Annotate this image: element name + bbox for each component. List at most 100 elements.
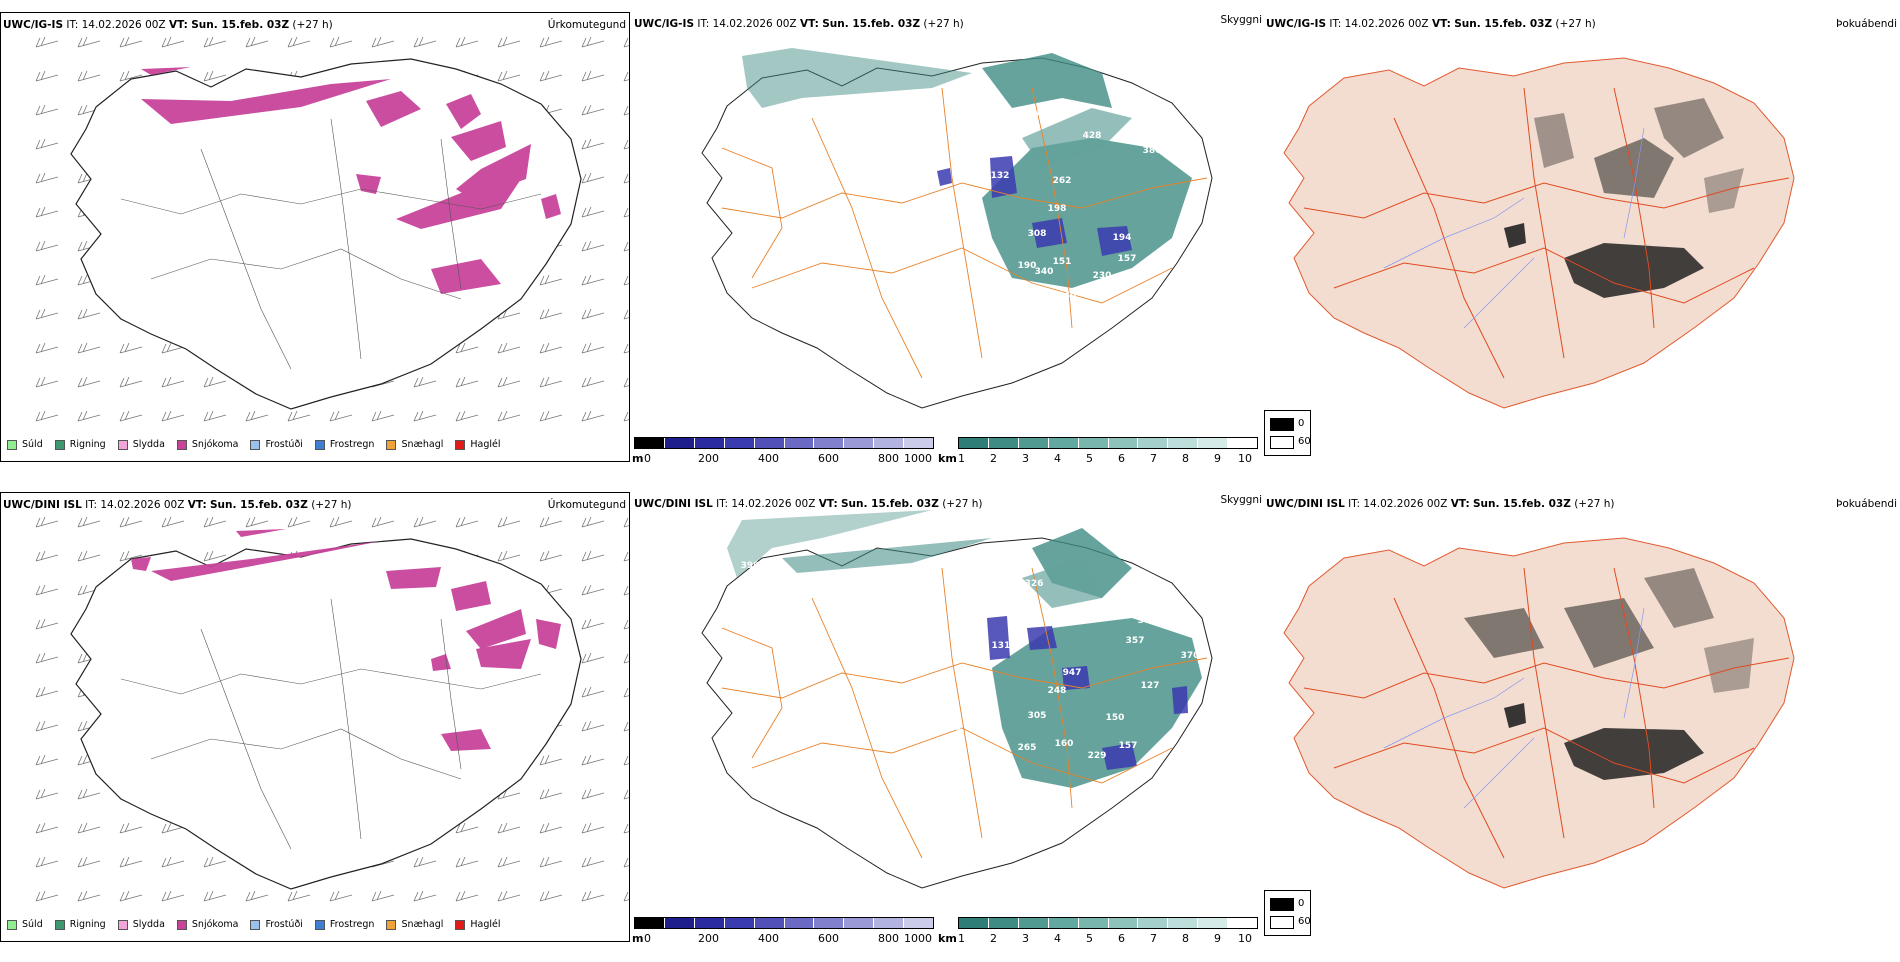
wind-barb xyxy=(203,376,227,388)
wind-barb xyxy=(245,516,269,528)
wind-barb xyxy=(287,410,311,422)
colorbar-cell xyxy=(844,918,875,928)
colorbar-cell xyxy=(694,438,725,448)
colorbar-cell xyxy=(754,438,785,448)
wind-barb xyxy=(35,516,59,528)
colorbar-cell xyxy=(664,438,695,448)
wind-barb xyxy=(623,891,629,902)
wind-barb xyxy=(161,890,185,902)
vis-label: 340 xyxy=(1035,267,1054,277)
wind-barb xyxy=(77,550,101,562)
visibility-map: 132 277 428 386 262 198 308 194 157 190 … xyxy=(701,48,1213,409)
wind-barb xyxy=(119,376,143,388)
wind-barb xyxy=(371,410,395,422)
wind-barb xyxy=(77,788,101,800)
panel-header: UWC/IG-IS IT: 14.02.2026 00Z VT: Sun. 15… xyxy=(634,18,964,30)
wind-barb xyxy=(623,411,629,422)
colorbar-cell xyxy=(754,918,785,928)
vis-label: 230 xyxy=(1093,271,1112,281)
wind-barb xyxy=(413,36,437,48)
wind-barb xyxy=(35,720,59,732)
colorbar-cell xyxy=(724,438,755,448)
colorbar-cell xyxy=(904,918,934,928)
wind-barb xyxy=(77,308,101,320)
wind-barb xyxy=(497,36,521,48)
wind-barb xyxy=(539,516,563,528)
legend-item: Súld xyxy=(7,439,43,450)
vis-label: 208 xyxy=(943,235,962,245)
wind-barb xyxy=(35,856,59,868)
panel-header: UWC/IG-IS IT: 14.02.2026 00Z VT: Sun. 15… xyxy=(1266,18,1596,30)
wind-barb xyxy=(35,788,59,800)
wind-barb xyxy=(497,70,521,82)
vis-label: 277 xyxy=(1028,111,1047,121)
wind-barb xyxy=(623,241,629,252)
wind-barb xyxy=(161,342,185,354)
colorbar-km xyxy=(958,437,1258,449)
wind-barb xyxy=(581,410,605,422)
fog-legend-swatch xyxy=(1270,898,1294,911)
colorbar-cell xyxy=(959,438,989,448)
colorbar-cell xyxy=(1198,918,1229,928)
legend-swatch xyxy=(117,439,128,450)
forecast-row-1: UWC/IG-IS IT: 14.02.2026 00Z VT: Sun. 15… xyxy=(0,12,1900,482)
vis-label: 428 xyxy=(1083,131,1102,141)
iceland-outline xyxy=(70,538,582,890)
wind-barb xyxy=(203,36,227,48)
wind-barb xyxy=(161,516,185,528)
wind-barb xyxy=(77,516,101,528)
wind-barb xyxy=(35,206,59,218)
colorbar-cell xyxy=(784,438,815,448)
vis-label: 150 xyxy=(1106,713,1125,723)
colorbar-km xyxy=(958,917,1258,929)
wind-barb xyxy=(539,754,563,766)
wind-barb xyxy=(455,822,479,834)
legend-item: Rigning xyxy=(54,919,106,930)
colorbar-meters xyxy=(634,917,934,929)
wind-barb xyxy=(203,516,227,528)
vis-label: 373 xyxy=(1083,601,1102,611)
wind-barb xyxy=(539,274,563,286)
rivers xyxy=(1383,127,1645,329)
wind-barb xyxy=(581,342,605,354)
colorbar-cell xyxy=(904,438,934,448)
legend-item: Frostúði xyxy=(250,439,303,450)
colorbar-cell xyxy=(1138,438,1169,448)
wind-barb xyxy=(581,172,605,184)
vis-label: 940 xyxy=(1058,291,1077,301)
wind-barb xyxy=(329,516,353,528)
wind-barb xyxy=(581,104,605,116)
wind-barb xyxy=(623,275,629,286)
colorbar-cell xyxy=(1018,438,1049,448)
vis-label: 157 xyxy=(1118,254,1137,264)
vis-label: 1313 xyxy=(991,641,1016,651)
low-visibility-m xyxy=(987,616,1188,770)
wind-barb xyxy=(119,516,143,528)
wind-barb xyxy=(623,755,629,766)
wind-barb xyxy=(329,890,353,902)
wind-barb xyxy=(581,516,605,528)
wind-barb xyxy=(581,36,605,48)
wind-barb xyxy=(287,516,311,528)
low-visibility-km xyxy=(727,510,1202,788)
wind-barb xyxy=(623,721,629,732)
wind-barb xyxy=(581,138,605,150)
wind-barb xyxy=(413,890,437,902)
wind-barb xyxy=(203,70,227,82)
colorbar-cell xyxy=(988,438,1019,448)
wind-barb xyxy=(245,890,269,902)
wind-barb xyxy=(119,856,143,868)
colorbar-cell xyxy=(664,918,695,928)
wind-barb xyxy=(623,71,629,82)
wind-barb xyxy=(623,687,629,698)
wind-barb xyxy=(413,376,437,388)
wind-barb xyxy=(623,343,629,354)
legend-swatch xyxy=(176,919,187,930)
wind-barb xyxy=(623,653,629,664)
fog-index-panel: UWC/DINI ISL IT: 14.02.2026 00Z VT: Sun.… xyxy=(1264,492,1900,962)
precip-type-panel: UWC/DINI ISL IT: 14.02.2026 00Z VT: Sun.… xyxy=(0,492,630,942)
visibility-labels: 132 277 428 386 262 198 308 194 157 190 … xyxy=(943,111,1162,301)
vis-label: 305 xyxy=(1028,711,1047,721)
wind-barb xyxy=(539,410,563,422)
wind-barb xyxy=(539,70,563,82)
